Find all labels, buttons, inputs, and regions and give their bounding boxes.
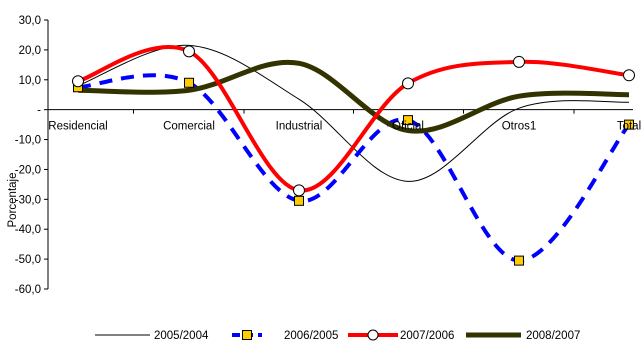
y-tick-label: 30,0 <box>19 15 41 27</box>
series-line-2006-2005 <box>77 73 631 263</box>
legend: 2005/2004 2006/2005 2007/2006 2008/2007 <box>95 329 580 342</box>
x-tick-label: Total <box>617 121 641 133</box>
x-tick-label: Oficial <box>392 121 424 133</box>
y-tick-label: - <box>37 105 41 117</box>
legend-label: 2005/2004 <box>154 330 209 342</box>
data-point-2007-2006 <box>402 77 414 90</box>
data-point-2006-2005 <box>294 195 304 206</box>
legend-label: 2006/2005 <box>284 330 338 342</box>
y-tick-label: -50,0 <box>15 254 41 266</box>
data-point-2007-2006 <box>513 55 525 68</box>
y-tick-label: -30,0 <box>15 194 41 206</box>
data-point-2006-2005 <box>184 77 194 88</box>
y-tick-label: -10,0 <box>15 135 41 147</box>
data-point-2006-2005 <box>403 115 413 126</box>
x-tick-label: Otros1 <box>502 121 537 133</box>
legend-label: 2008/2007 <box>526 330 580 342</box>
y-tick-label: -40,0 <box>15 224 41 236</box>
y-tick-label: 20,0 <box>19 45 41 57</box>
y-tick-label: -20,0 <box>15 164 41 176</box>
marker-layer <box>72 45 635 266</box>
data-point-2006-2005 <box>624 119 634 130</box>
series-line-2007-2006 <box>77 44 630 193</box>
data-point-2007-2006 <box>293 184 305 197</box>
x-tick-label: Industrial <box>276 121 323 133</box>
axes <box>44 19 633 290</box>
data-point-2007-2006 <box>183 45 195 58</box>
x-tick-label: Comercial <box>163 121 215 133</box>
data-point-2007-2006 <box>623 69 635 82</box>
legend-marker-square <box>242 330 252 340</box>
series-layer <box>77 44 631 263</box>
data-point-2006-2005 <box>514 255 524 266</box>
y-axis-title: Porcentaje <box>7 173 19 228</box>
legend-marker-circle <box>367 329 379 341</box>
label-layer: 30,0 20,0 10,0 - -10,0 -20,0 -30,0 -40,0 -50,0 -6… <box>15 15 641 296</box>
y-tick-label: -60,0 <box>15 284 41 296</box>
y-tick-label: 10,0 <box>19 75 41 87</box>
x-tick-label: Residencial <box>48 121 107 133</box>
legend-label: 2007/2006 <box>400 330 454 342</box>
data-point-2007-2006 <box>72 75 84 88</box>
series-line-2008-2007 <box>77 59 630 134</box>
